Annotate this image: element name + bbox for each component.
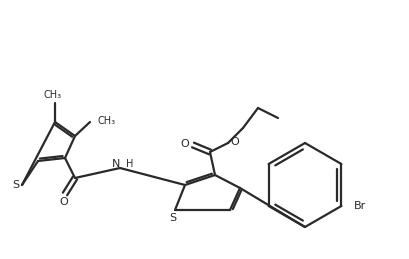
Text: S: S [12,180,20,190]
Text: O: O [181,139,189,149]
Text: Br: Br [354,201,366,211]
Text: S: S [169,213,177,223]
Text: O: O [60,197,68,207]
Text: CH₃: CH₃ [44,90,62,100]
Text: CH₃: CH₃ [97,116,115,126]
Text: O: O [231,137,239,147]
Text: N: N [112,159,120,169]
Text: H: H [126,159,133,169]
